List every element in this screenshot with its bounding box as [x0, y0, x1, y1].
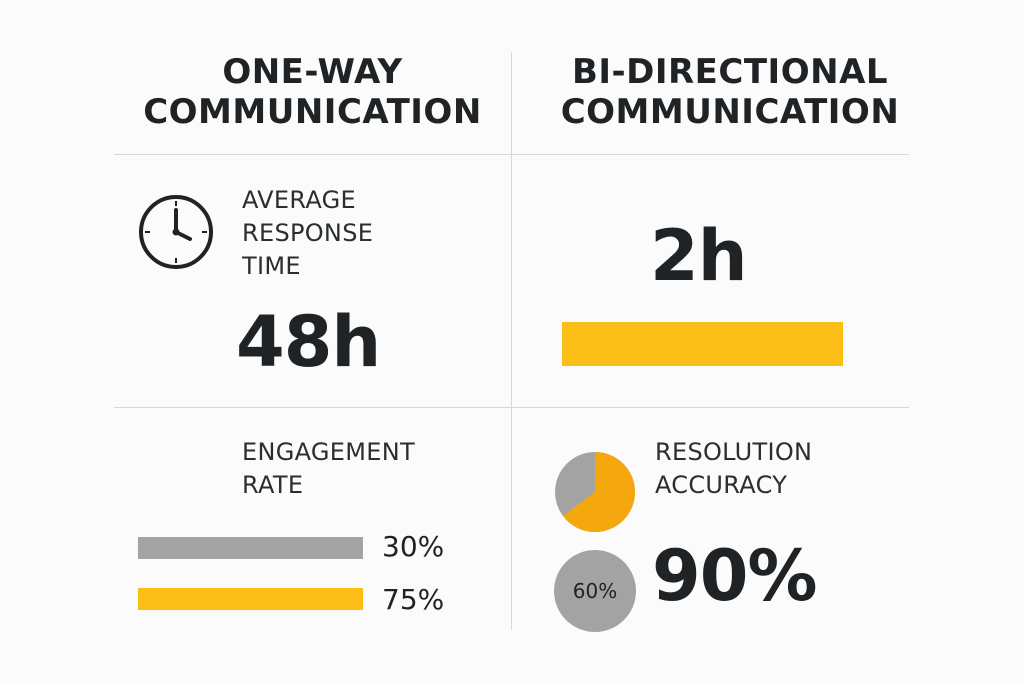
- bi-directional-title-line2: COMMUNICATION: [560, 92, 900, 132]
- bi-directional-resolution-value: 90%: [652, 535, 818, 617]
- header-divider: [114, 154, 909, 155]
- resolution-pie-chart: [555, 452, 635, 532]
- one-way-engagement-bar: [138, 537, 363, 559]
- one-way-response-value: 48h: [236, 301, 381, 383]
- resolution-label-line1: RESOLUTION: [655, 438, 813, 466]
- response-time-label-line2: RESPONSE: [242, 219, 374, 247]
- response-time-label-line3: TIME: [242, 252, 301, 280]
- bi-directional-engagement-bar: [138, 588, 363, 610]
- engagement-label-line1: ENGAGEMENT: [242, 438, 415, 466]
- bi-directional-title-line1: BI-DIRECTIONAL: [571, 52, 889, 92]
- bi-directional-engagement-label: 75%: [382, 583, 445, 616]
- row-divider: [114, 407, 909, 408]
- one-way-resolution-label: 60%: [572, 579, 618, 603]
- engagement-label: ENGAGEMENT RATE: [242, 436, 415, 502]
- response-time-label: AVERAGE RESPONSE TIME: [242, 184, 373, 283]
- one-way-engagement-label: 30%: [382, 530, 445, 563]
- one-way-title-line2: COMMUNICATION: [143, 92, 482, 132]
- resolution-label-line2: ACCURACY: [655, 471, 788, 499]
- one-way-resolution-circle: 60%: [554, 550, 636, 632]
- engagement-label-line2: RATE: [242, 471, 304, 499]
- clock-icon: [139, 195, 213, 269]
- response-time-label-line1: AVERAGE: [242, 186, 357, 214]
- bi-directional-response-bar: [562, 322, 843, 366]
- resolution-label: RESOLUTION ACCURACY: [655, 436, 812, 502]
- one-way-title-line1: ONE-WAY: [222, 52, 403, 92]
- resolution-pie-slice: [562, 452, 635, 532]
- bi-directional-response-value: 2h: [650, 215, 748, 297]
- column-divider: [511, 52, 512, 630]
- one-way-title: ONE-WAY COMMUNICATION: [114, 52, 511, 132]
- bi-directional-title: BI-DIRECTIONAL COMMUNICATION: [531, 52, 929, 132]
